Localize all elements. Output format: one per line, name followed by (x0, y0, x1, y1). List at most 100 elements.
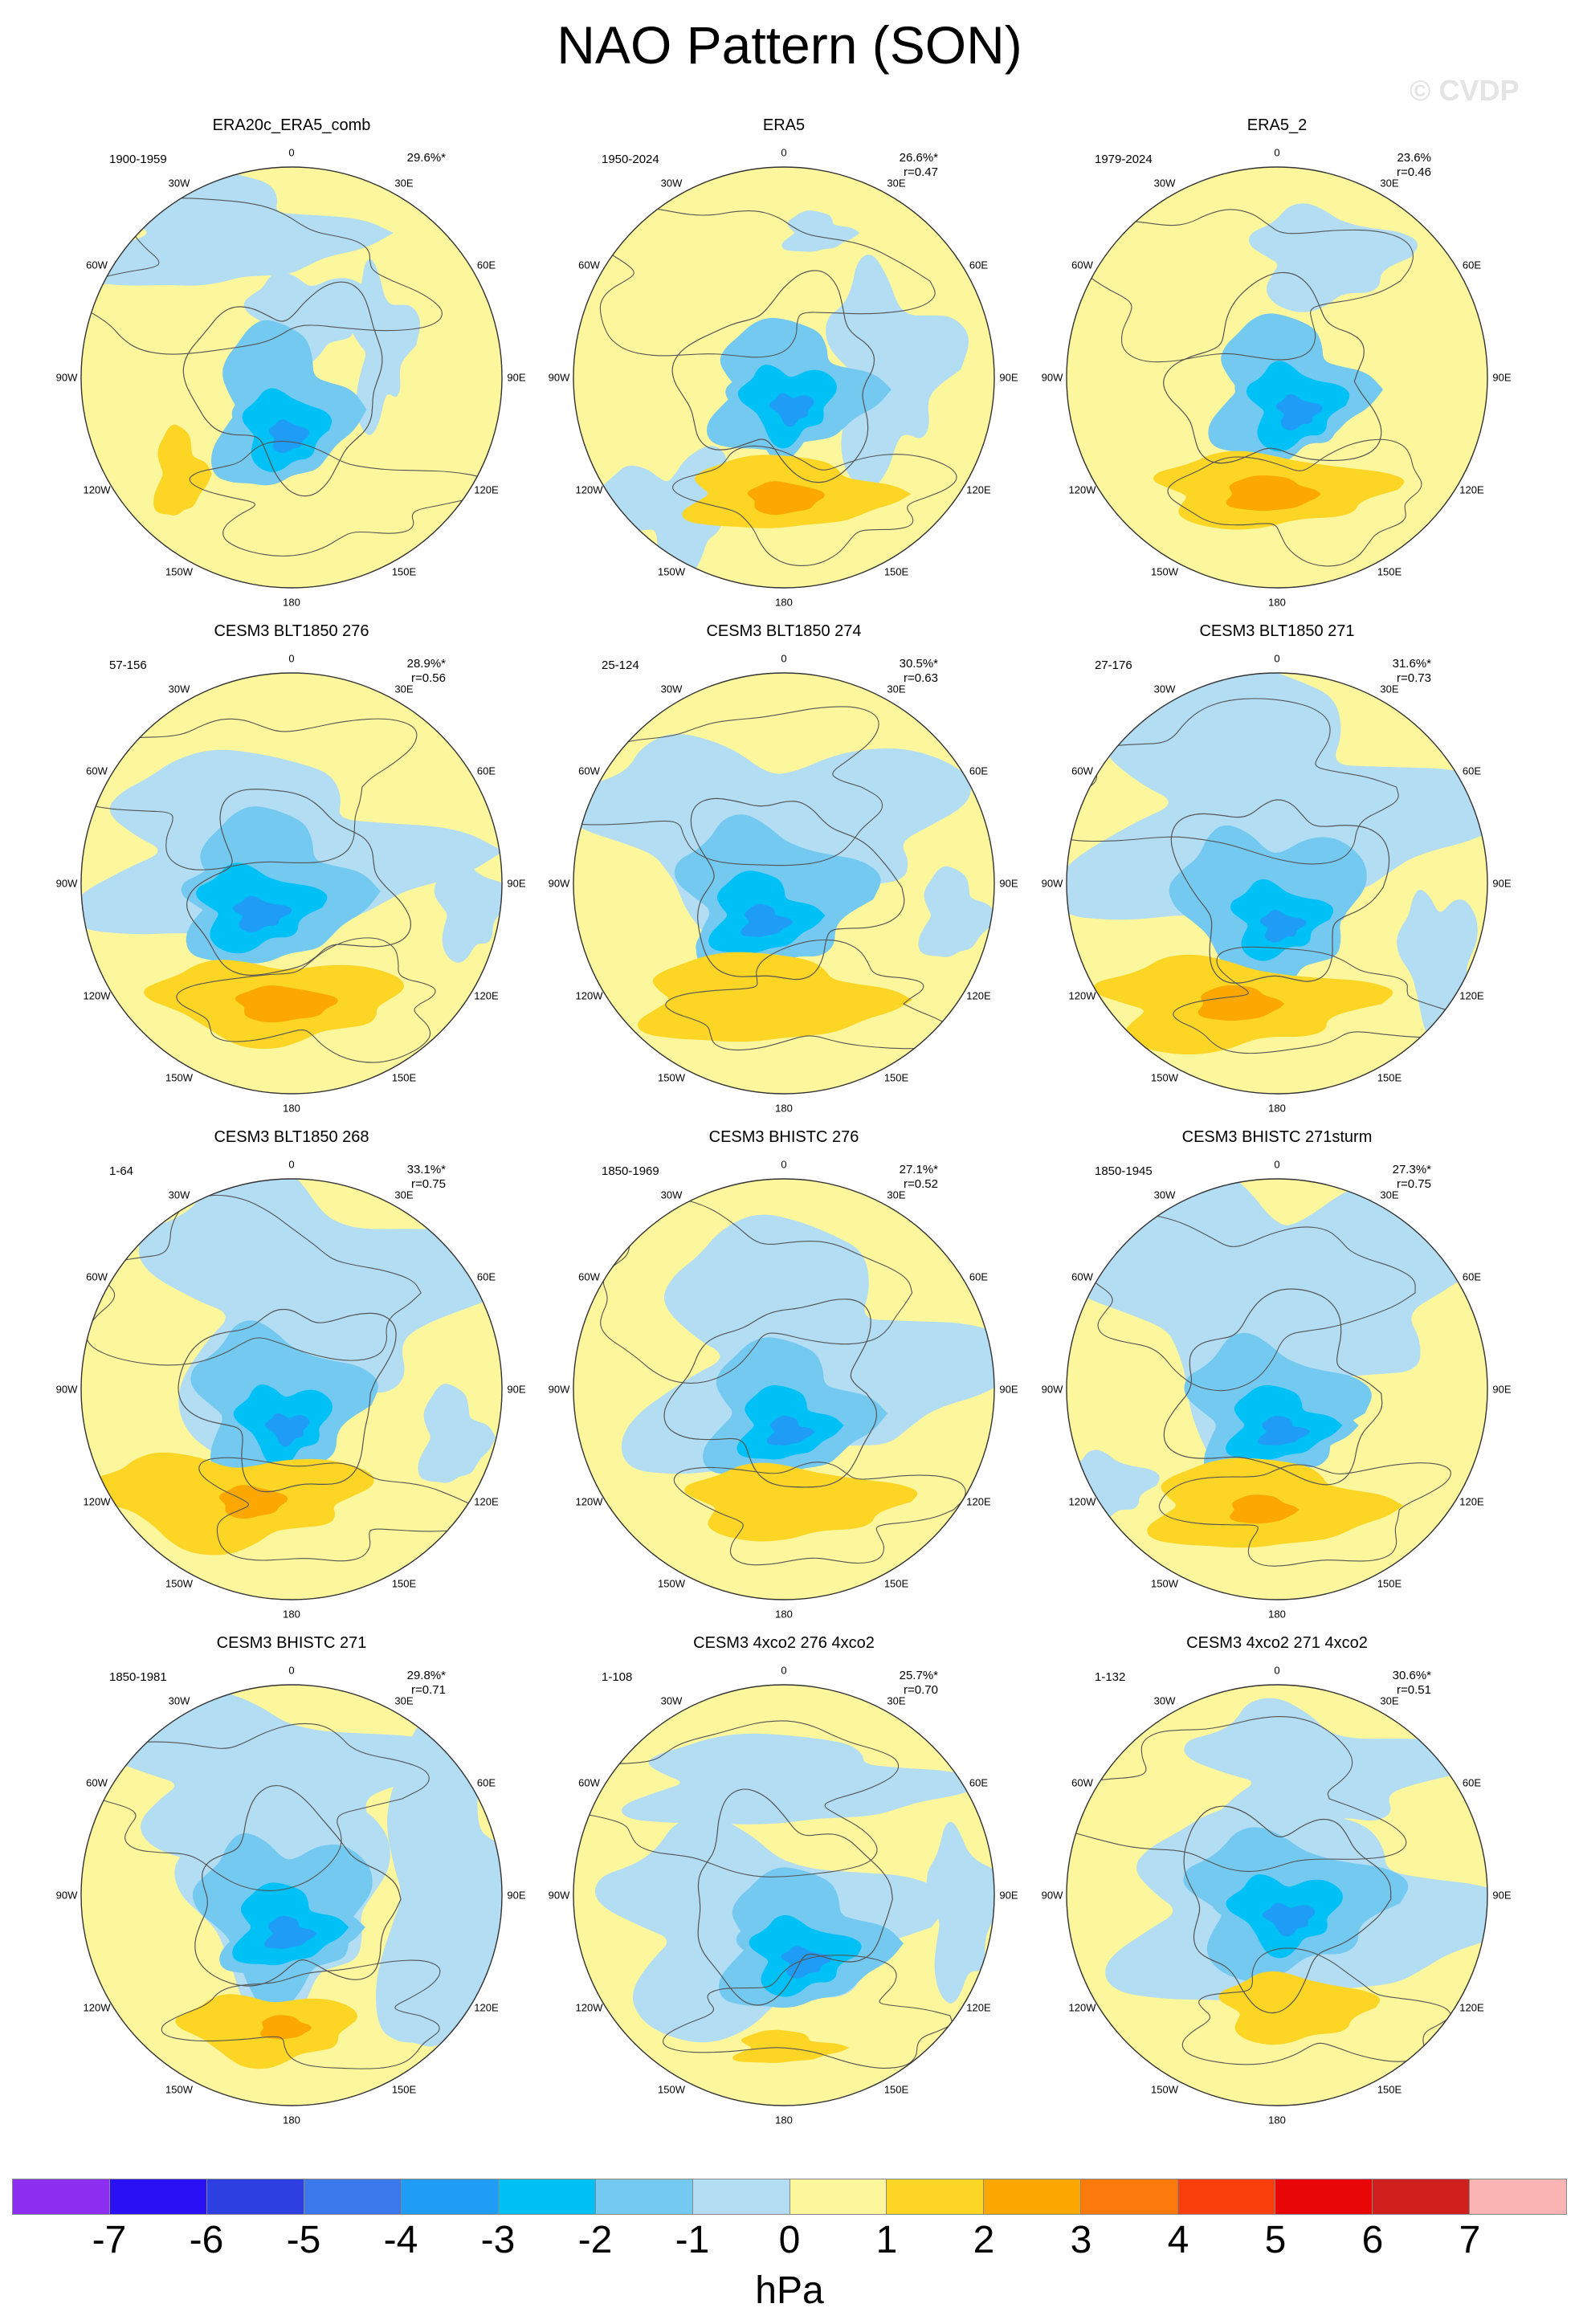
colorbar-box (304, 2179, 402, 2215)
longitude-label: 60W (1071, 1270, 1093, 1283)
longitude-label: 0 (1274, 146, 1280, 159)
longitude-label: 90E (1492, 1383, 1512, 1396)
coastline (697, 1788, 893, 2006)
longitude-label: 90W (1041, 371, 1063, 384)
polar-map (573, 166, 995, 589)
colorbar-tick-label: -7 (92, 2219, 127, 2261)
anomaly-contour (918, 866, 994, 957)
panel-years: 1850-1945 (1095, 1164, 1153, 1178)
colorbar-box (206, 2179, 304, 2215)
longitude-label: 150W (165, 565, 193, 578)
map-boundary (80, 1178, 503, 1600)
panel-variance: 30.6%* r=0.51 (1392, 1669, 1431, 1697)
anomaly-contour (766, 1415, 815, 1445)
longitude-label: 180 (283, 1608, 300, 1621)
longitude-label: 120W (83, 989, 111, 1002)
longitude-label: 30E (394, 1189, 414, 1201)
longitude-label: 90W (1041, 1383, 1063, 1396)
longitude-label: 30E (394, 1694, 414, 1706)
panel-years: 1-132 (1095, 1670, 1126, 1684)
figure-title: NAO Pattern (SON) (557, 15, 1022, 75)
longitude-label: 60E (1462, 1270, 1482, 1283)
coastline (1163, 271, 1382, 464)
colorbar-box (595, 2179, 693, 2215)
longitude-label: 150W (1151, 565, 1178, 578)
longitude-label: 60E (969, 1776, 989, 1789)
map-panel: CESM3 BLT1850 268 1-64 33.1%* r=0.75 180 150E… (43, 1128, 541, 1642)
longitude-label: 90W (1041, 1889, 1063, 1902)
longitude-label: 150E (883, 1577, 909, 1590)
longitude-label: 120E (966, 2001, 991, 2014)
colorbar (12, 2179, 1567, 2215)
coastline (189, 441, 491, 557)
panel-title: ERA5 (762, 116, 806, 134)
panel-variance: 29.8%* r=0.71 (406, 1669, 446, 1697)
longitude-label: 90W (55, 1383, 78, 1396)
longitude-label: 150W (658, 1071, 685, 1084)
longitude-label: 180 (775, 596, 793, 609)
longitude-label: 30W (1153, 1189, 1176, 1201)
anomaly-contour (243, 271, 370, 365)
longitude-label: 180 (283, 1102, 300, 1115)
longitude-label: 0 (781, 1664, 787, 1677)
map-boundary (1066, 1684, 1488, 2106)
longitude-label: 90E (999, 371, 1018, 384)
longitude-label: 30W (168, 1189, 190, 1201)
longitude-label: 180 (775, 2114, 793, 2126)
map-boundary (573, 166, 995, 589)
longitude-label: 120E (966, 1495, 991, 1508)
longitude-label: 90W (548, 1383, 570, 1396)
anomaly-contour (1275, 393, 1323, 430)
longitude-label: 30W (660, 177, 683, 189)
panel-variance: 27.1%* r=0.52 (899, 1163, 938, 1191)
panel-years: 1950-2024 (602, 153, 659, 166)
colorbar-tick-label: -1 (675, 2219, 710, 2261)
coastline (81, 198, 443, 355)
anomaly-contour (1248, 203, 1418, 312)
map-panel: CESM3 BLT1850 271 27-176 31.6%* r=0.73 180 15… (1028, 622, 1526, 1136)
anomaly-contour (1397, 890, 1478, 1039)
longitude-label: 150W (658, 565, 685, 578)
colorbar-tick-label: 5 (1264, 2219, 1287, 2261)
longitude-label: 60W (86, 1776, 108, 1789)
longitude-label: 0 (288, 146, 295, 159)
longitude-label: 150W (658, 1577, 685, 1590)
coastline (663, 1955, 953, 2069)
longitude-label: 120W (83, 2001, 111, 2014)
colorbar-box (887, 2179, 985, 2215)
anomaly-contour (1258, 1415, 1311, 1445)
longitude-label: 120W (83, 483, 111, 496)
longitude-label: 150W (165, 1577, 193, 1590)
panel-title: CESM3 BHISTC 271 (216, 1634, 367, 1652)
longitude-label: 30E (1380, 1694, 1399, 1706)
longitude-label: 60E (476, 764, 496, 777)
longitude-label: 60W (578, 1776, 600, 1789)
panel-years: 27-176 (1095, 658, 1132, 672)
map-panel: CESM3 BHISTC 271 1850-1981 29.8%* r=0.71 180… (43, 1634, 541, 2148)
longitude-label: 60W (578, 1270, 600, 1283)
colorbar-box (498, 2179, 596, 2215)
map-panel: CESM3 BHISTC 271sturm 1850-1945 27.3%* r=0.… (1028, 1128, 1526, 1642)
coastline (161, 1959, 441, 2069)
longitude-label: 60W (86, 1270, 108, 1283)
map-panel: ERA20c_ERA5_comb 1900-1959 29.6%* 180 150E 12… (43, 116, 541, 630)
anomaly-contour (264, 1413, 310, 1447)
longitude-label: 60W (578, 259, 600, 271)
coastline (194, 1784, 402, 1987)
anomaly-contour (826, 255, 969, 490)
map-panel: ERA5_2 1979-2024 23.6% r=0.46 180 150E 120E 90E… (1028, 116, 1526, 630)
longitude-label: 120E (966, 483, 991, 496)
anomaly-contour (102, 1691, 455, 1861)
coastline (1170, 799, 1390, 984)
polar-map (1066, 672, 1488, 1095)
coastline (182, 281, 383, 497)
longitude-label: 60E (969, 259, 989, 271)
longitude-label: 120W (575, 2001, 603, 2014)
polar-map (573, 672, 995, 1095)
anomaly-contour (1230, 1494, 1300, 1524)
colorbar-box (109, 2179, 207, 2215)
coastline (177, 1308, 397, 1493)
longitude-label: 30W (660, 683, 683, 695)
coastline (198, 1457, 487, 1562)
anomaly-contour (622, 1733, 991, 1825)
